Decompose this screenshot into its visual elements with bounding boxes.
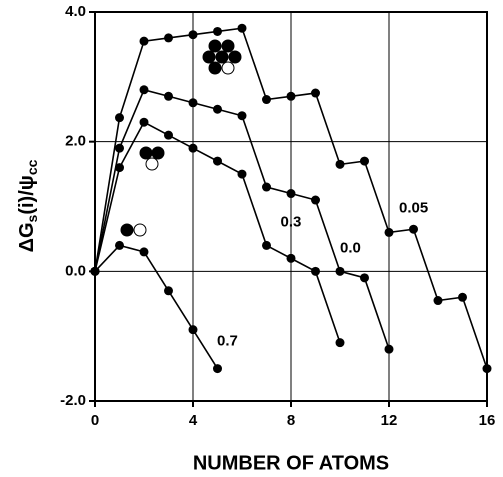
point: [262, 240, 271, 250]
x-tick-label: 0: [91, 412, 99, 429]
point: [311, 266, 320, 276]
point: [139, 36, 149, 46]
point: [335, 159, 345, 169]
point: [115, 143, 124, 153]
point: [237, 23, 247, 33]
point: [360, 273, 369, 283]
series-label: 0.05: [399, 199, 428, 216]
y-tick-label: -2.0: [60, 392, 86, 409]
plot-frame: [94, 11, 488, 402]
series-label: 0.0: [340, 239, 361, 256]
series-label: 0.7: [217, 333, 238, 350]
y-tick-label: 2.0: [65, 133, 86, 150]
point: [90, 266, 100, 276]
point: [115, 240, 124, 250]
point: [433, 296, 443, 306]
point: [458, 292, 467, 302]
point: [188, 98, 198, 108]
point: [164, 91, 173, 101]
point: [188, 325, 198, 335]
cluster-icons: [120, 39, 242, 237]
point: [286, 91, 296, 101]
y-tick-label: 0.0: [65, 262, 86, 279]
x-axis-title: NUMBER OF ATOMS: [193, 452, 389, 474]
point: [139, 247, 149, 257]
point: [164, 286, 173, 296]
point: [213, 364, 222, 374]
series-label: 0.3: [281, 213, 302, 230]
point: [213, 26, 222, 36]
x-tick-label: 16: [479, 412, 496, 429]
point: [360, 156, 369, 166]
point: [311, 88, 320, 98]
point: [188, 143, 198, 153]
x-tick-label: 12: [381, 412, 398, 429]
point: [286, 189, 296, 199]
y-tick-label: 4.0: [65, 3, 86, 20]
y-axis-title: ΔGs(i)/ψcc: [16, 159, 39, 252]
point: [311, 195, 320, 205]
point: [409, 224, 418, 234]
point: [286, 253, 296, 263]
y-title-part: ΔG: [16, 222, 38, 252]
point: [335, 266, 345, 276]
point: [237, 169, 247, 179]
point: [482, 364, 492, 374]
point: [213, 104, 222, 114]
y-title-sub: cc: [24, 159, 40, 175]
point: [164, 33, 173, 43]
point: [115, 163, 124, 173]
x-tick-label: 8: [287, 412, 295, 429]
point: [139, 117, 149, 127]
series-line: [94, 88, 390, 350]
y-title-part: (i)/ψ: [16, 175, 38, 215]
series-line: [94, 244, 219, 370]
point: [213, 156, 222, 166]
point: [262, 95, 271, 105]
x-tick-label: 4: [189, 412, 198, 429]
point: [262, 182, 271, 192]
point: [115, 113, 124, 123]
point: [384, 227, 394, 237]
point: [335, 338, 345, 348]
y-title-sub: s: [24, 214, 40, 222]
point: [188, 30, 198, 40]
point: [237, 111, 247, 121]
point: [164, 130, 173, 140]
point: [139, 85, 149, 95]
point: [384, 344, 394, 354]
